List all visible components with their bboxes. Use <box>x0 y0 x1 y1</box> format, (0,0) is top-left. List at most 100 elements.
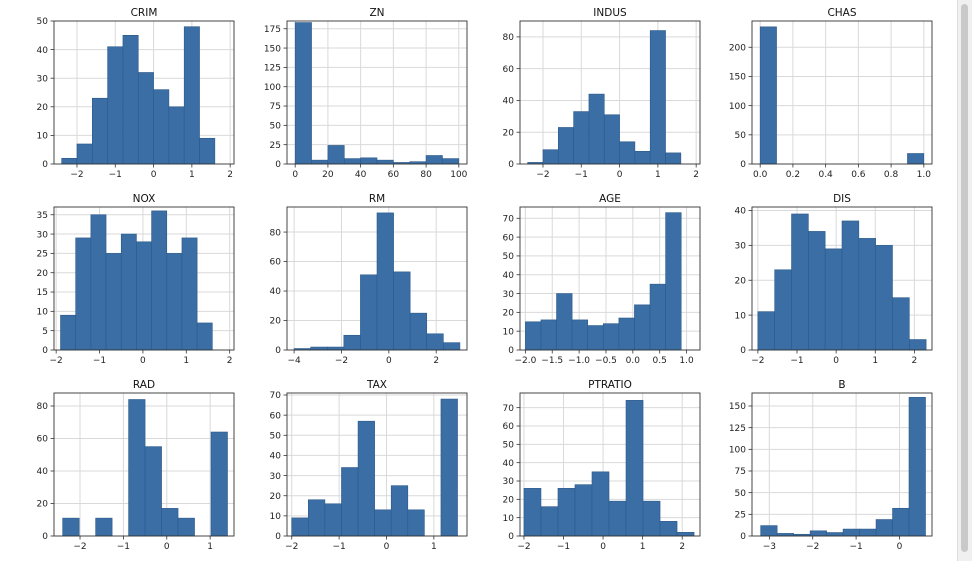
histogram-bar <box>649 30 666 165</box>
histogram-panel-zn: 0 20 40 60 80 100 0 25 50 75 100 125 150 175 ZN <box>264 7 468 180</box>
y-tick-label: 40 <box>37 46 49 56</box>
histogram-bar <box>61 157 78 165</box>
histogram-panel-chas: 0.0 0.2 0.4 0.6 0.8 1.0 0 50 100 150 200 CHAS <box>729 7 933 180</box>
histogram-bar <box>390 485 409 537</box>
histogram-bar <box>556 293 573 351</box>
y-tick-label: 40 <box>270 287 282 297</box>
x-tick-label: −1 <box>93 356 106 366</box>
y-tick-label: 75 <box>735 467 746 477</box>
y-tick-label: 0 <box>275 346 281 356</box>
y-tick-label: 40 <box>503 271 515 281</box>
x-tick-label: −1 <box>109 170 122 180</box>
y-tick-label: 50 <box>503 252 515 262</box>
y-tick-label: 20 <box>37 500 49 510</box>
histogram-bar <box>892 507 910 537</box>
y-tick-label: 20 <box>735 276 747 286</box>
histogram-bar <box>557 127 574 165</box>
y-tick-label: 20 <box>270 492 282 502</box>
panel-title: RAD <box>133 379 155 391</box>
histogram-bar <box>341 467 359 537</box>
histogram-bar <box>90 214 107 351</box>
histogram-bar <box>588 93 605 165</box>
histogram-bar <box>343 334 361 351</box>
y-tick-label: 0 <box>508 160 514 170</box>
y-tick-label: 10 <box>37 132 49 142</box>
histogram-bar <box>308 499 326 537</box>
panel-title: INDUS <box>593 7 627 19</box>
x-tick-label: −1 <box>790 356 803 366</box>
y-tick-label: 30 <box>270 472 282 482</box>
x-tick-label: −2 <box>517 542 530 552</box>
x-tick-label: −2.0 <box>514 356 536 366</box>
x-tick-label: 1 <box>431 542 437 552</box>
x-tick-label: 0 <box>833 356 839 366</box>
histogram-bar <box>374 509 392 537</box>
histogram-bar <box>603 114 620 165</box>
histogram-bar <box>826 532 844 537</box>
y-tick-label: 40 <box>270 452 282 462</box>
y-tick-label: 20 <box>503 309 515 319</box>
histogram-bar <box>136 241 152 351</box>
y-tick-label: 200 <box>729 43 746 53</box>
x-tick-label: 60 <box>388 170 400 180</box>
x-tick-label: 0 <box>386 356 392 366</box>
axes-frame <box>286 392 468 537</box>
y-tick-label: 80 <box>37 402 49 412</box>
x-tick-label: 1 <box>183 356 189 366</box>
axes-frame <box>53 206 235 351</box>
x-tick-label: 1.0 <box>917 170 932 180</box>
panel-title: CRIM <box>131 7 158 19</box>
vertical-scrollbar[interactable] <box>957 0 972 561</box>
x-tick-label: 2 <box>227 356 233 366</box>
x-tick-label: 1 <box>640 542 646 552</box>
histogram-bar <box>161 508 179 537</box>
histogram-bar <box>120 233 137 351</box>
x-tick-label: 0.0 <box>626 356 641 366</box>
y-tick-label: 30 <box>37 74 49 84</box>
x-tick-label: −1.0 <box>568 356 590 366</box>
axes-frame <box>286 20 468 165</box>
y-tick-label: 60 <box>503 233 515 243</box>
histogram-bar <box>177 517 195 537</box>
histogram-bar <box>183 26 200 165</box>
panel-title: B <box>838 379 845 391</box>
x-tick-label: 0 <box>140 356 146 366</box>
plot-area <box>752 21 932 164</box>
histogram-bar <box>137 72 154 165</box>
axes-frame <box>53 392 235 537</box>
y-tick-label: 10 <box>503 514 515 524</box>
histogram-bar <box>376 159 394 165</box>
axes-frame <box>751 206 933 351</box>
histogram-bar <box>95 517 113 537</box>
histogram-bar <box>360 274 378 351</box>
histogram-bar <box>571 319 589 351</box>
y-tick-label: 150 <box>729 73 746 83</box>
scrollbar-thumb[interactable] <box>961 4 968 552</box>
histogram-bar <box>759 26 777 165</box>
y-tick-label: 0 <box>275 532 281 542</box>
histogram-bar <box>892 297 910 351</box>
x-tick-label: −2 <box>335 356 348 366</box>
histogram-bar <box>591 471 610 537</box>
histogram-bar <box>858 238 876 351</box>
x-tick-label: 1 <box>872 356 878 366</box>
x-tick-label: −2 <box>806 542 819 552</box>
histogram-bar <box>649 283 666 351</box>
y-tick-label: 10 <box>503 327 515 337</box>
y-tick-label: 25 <box>270 141 281 151</box>
histogram-bar <box>587 325 604 351</box>
y-tick-label: 0 <box>42 532 48 542</box>
y-tick-label: 40 <box>503 97 515 107</box>
x-tick-label: 0 <box>617 170 623 180</box>
y-tick-label: 175 <box>264 25 281 35</box>
x-tick-label: −3 <box>763 542 776 552</box>
axes-frame <box>751 392 933 537</box>
panel-title: PTRATIO <box>588 379 632 391</box>
y-tick-label: 0 <box>740 346 746 356</box>
histogram-bar <box>166 253 183 351</box>
y-tick-label: 0 <box>42 346 48 356</box>
